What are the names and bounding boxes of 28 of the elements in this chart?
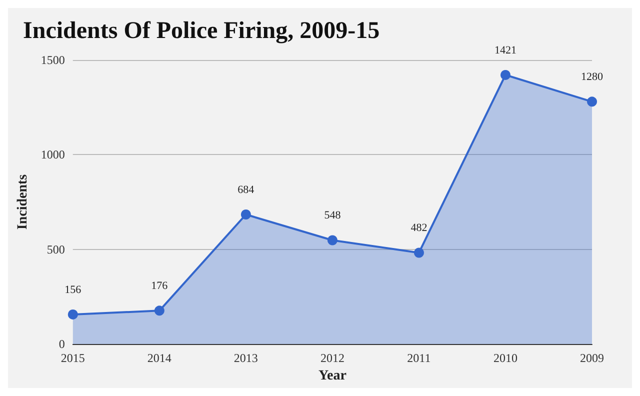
point: [240, 210, 251, 220]
x-tick-label: 2013: [234, 351, 258, 365]
y-tick-label: 500: [46, 242, 65, 256]
data-label: 684: [238, 184, 255, 196]
y-tick-label: 1500: [40, 53, 65, 67]
x-tick-label: 2012: [320, 351, 344, 365]
data-label: 176: [151, 280, 168, 292]
x-tick-label: 2010: [493, 351, 518, 365]
point: [500, 70, 510, 80]
point: [68, 309, 78, 320]
data-label: 1280: [581, 71, 604, 84]
data-label: 482: [410, 222, 428, 234]
x-tick-label: 2009: [580, 351, 604, 365]
data-label: 156: [64, 284, 82, 296]
point: [587, 96, 597, 107]
data-label: 1421: [494, 44, 516, 56]
x-tick-label: 2015: [60, 351, 85, 365]
point: [414, 248, 424, 258]
y-axis-title: Incidents: [16, 174, 30, 230]
chart-title: Incidents Of Police Firing, 2009-15: [23, 18, 380, 44]
x-tick-label: 2011: [407, 351, 431, 365]
point: [154, 306, 164, 316]
point: [327, 235, 338, 246]
y-tick-label: 1000: [40, 148, 65, 162]
x-axis-title: Year: [318, 368, 346, 384]
data-label: 548: [324, 210, 342, 222]
y-tick-label: 0: [58, 337, 65, 351]
x-tick-label: 2014: [147, 351, 172, 365]
